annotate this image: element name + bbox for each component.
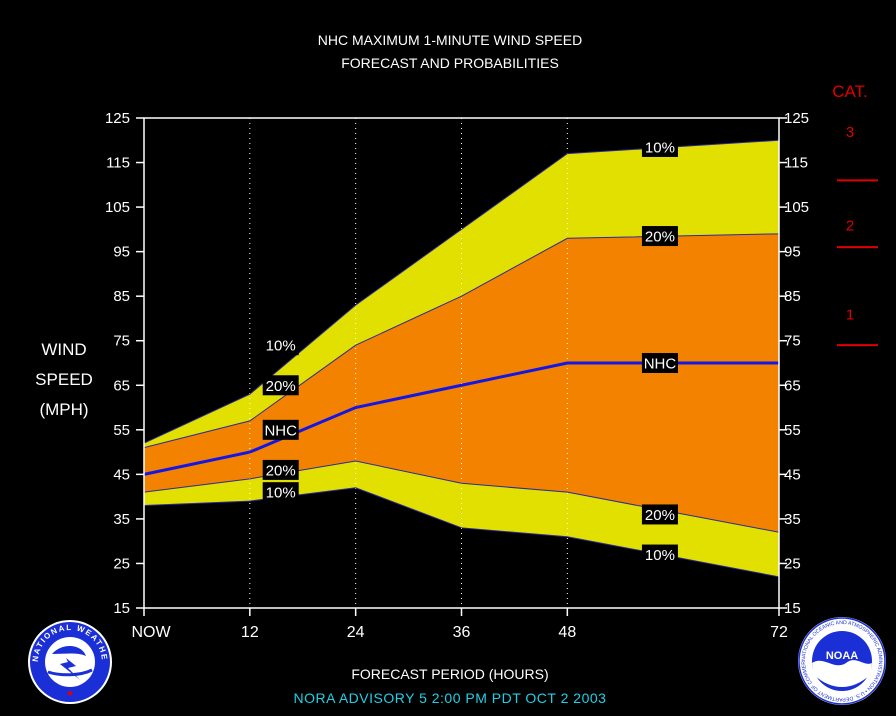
noaa-logo-text: NOAA [826, 650, 858, 662]
series-label-box [641, 136, 678, 157]
advisory-footer: NORA ADVISORY 5 2:00 PM PDT OCT 2 2003 [294, 690, 607, 706]
y-tick-label: 65 [784, 377, 801, 394]
y-tick-label: 85 [784, 288, 801, 305]
y-tick-label: 95 [113, 244, 130, 261]
y-tick-label: 75 [784, 333, 801, 350]
y-tick-label: 15 [784, 600, 801, 617]
y-tick-label: 115 [106, 155, 130, 172]
series-label: 10% [645, 547, 675, 564]
category-label: 2 [846, 218, 854, 235]
y-tick-label: 85 [113, 288, 130, 305]
series-label: 10% [645, 139, 675, 156]
series-label-box [262, 375, 299, 396]
y-tick-label: 55 [113, 422, 130, 439]
noaa-logo: NOAA NATIONAL OCEANIC AND ATMOSPHERIC AD… [798, 617, 886, 705]
series-label: 20% [645, 229, 675, 246]
y-tick-label: 35 [113, 511, 130, 528]
series-label-box [262, 419, 299, 440]
x-axis: NOW 12 24 36 48 72 [131, 608, 788, 641]
x-tick-label: 12 [241, 624, 259, 641]
category-label: 3 [846, 124, 854, 141]
series-label: NHC [644, 356, 677, 373]
y-tick-label: 35 [784, 511, 801, 528]
series-label: 20% [266, 378, 296, 395]
category-scale: 3 2 1 [837, 124, 878, 347]
y-axis-title: WIND SPEED (MPH) [35, 340, 93, 419]
x-axis-title: FORECAST PERIOD (HOURS) [351, 666, 548, 682]
x-tick-label: 48 [558, 624, 576, 641]
y-axis-title-line-3: (MPH) [39, 400, 88, 419]
series-label: 10% [266, 338, 296, 355]
series-label-box [641, 504, 678, 525]
category-label: 1 [846, 307, 854, 324]
series-line-4 [143, 487, 780, 578]
y-axis-right: 15 25 35 45 55 65 75 85 95 105 115 125 [779, 110, 809, 617]
y-tick-label: 25 [113, 555, 130, 572]
y-axis-left: 15 25 35 45 55 65 75 85 95 105 115 125 [105, 110, 144, 617]
x-tick-label: 36 [453, 624, 471, 641]
chart-title: NHC MAXIMUM 1-MINUTE WIND SPEED [318, 32, 582, 48]
series-line-3 [143, 460, 780, 533]
x-tick-label: NOW [131, 624, 171, 641]
y-tick-label: 105 [105, 199, 130, 216]
series-label-box [641, 226, 678, 247]
series-line-0 [143, 139, 780, 444]
series-label-box [641, 544, 678, 565]
series-label: 20% [266, 462, 296, 479]
y-tick-label: 75 [113, 333, 130, 350]
series-label: 20% [645, 507, 675, 524]
nws-star-icon: ★ [66, 688, 74, 698]
y-tick-label: 45 [784, 466, 801, 483]
y-tick-label: 65 [113, 377, 130, 394]
x-tick-label: 72 [770, 624, 788, 641]
chart-subtitle: FORECAST AND PROBABILITIES [341, 55, 559, 71]
y-tick-label: 125 [105, 110, 130, 127]
nws-logo: ★ NATIONAL WEATHER SERVICE [28, 620, 112, 704]
y-tick-label: 25 [784, 555, 801, 572]
category-title: CAT. [832, 82, 868, 101]
y-tick-label: 105 [784, 199, 809, 216]
series-line-2 [143, 361, 779, 476]
y-axis-title-line-2: SPEED [35, 370, 93, 389]
series-label: NHC [264, 422, 297, 439]
y-tick-label: 115 [784, 155, 808, 172]
y-tick-label: 95 [784, 244, 801, 261]
y-tick-label: 55 [784, 422, 801, 439]
x-tick-label: 24 [347, 624, 365, 641]
series-line-1 [143, 233, 780, 449]
series-label-box [262, 335, 299, 356]
series-label: 10% [266, 485, 296, 502]
y-tick-label: 15 [113, 600, 130, 617]
y-tick-label: 45 [113, 466, 130, 483]
series-label-box [262, 482, 299, 503]
series-labels: 10% 20% NHC 20% 10% 10% 20% NHC 20% 10% [262, 136, 678, 565]
series-lines [143, 139, 780, 578]
series-label-box [641, 353, 678, 373]
y-axis-title-line-1: WIND [41, 340, 86, 359]
series-label-box [262, 459, 299, 480]
y-tick-label: 125 [784, 110, 809, 127]
